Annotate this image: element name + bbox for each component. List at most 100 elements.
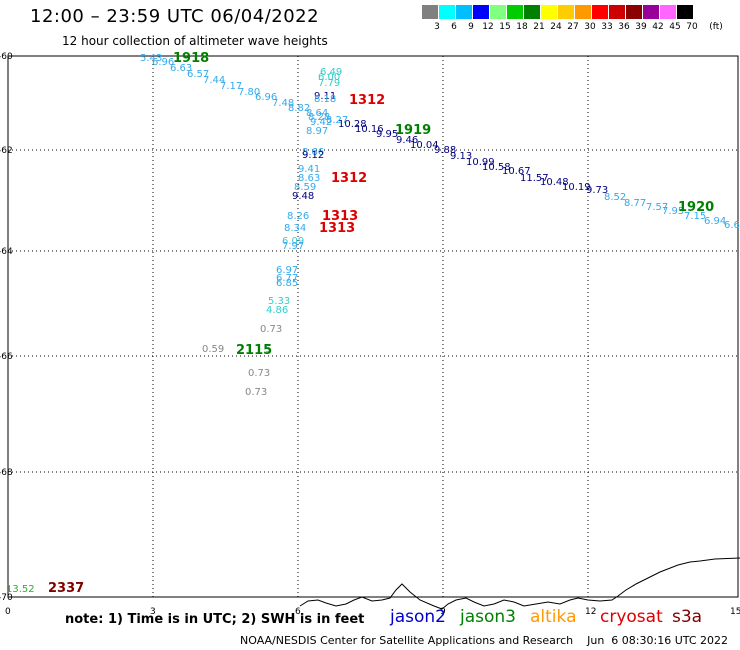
wave-height-reading: 8.64 — [306, 108, 328, 119]
observation-layer: 5.436.966.636.577.447.177.806.967.488.82… — [6, 53, 740, 595]
wave-height-reading: 11.57 — [520, 173, 549, 184]
wave-height-reading: 7.97 — [282, 241, 304, 252]
colorbar-label: 18 — [516, 22, 528, 32]
pass-label: 1312 — [349, 93, 385, 108]
wave-height-reading: 0.73 — [248, 368, 270, 379]
wave-height-reading: 10.58 — [482, 162, 511, 173]
colorbar-swatch — [439, 5, 456, 19]
wave-height-reading: 9.42 — [310, 117, 332, 128]
latitude-label: -62 — [0, 146, 13, 156]
pass-label: 1313 — [319, 221, 355, 236]
wave-height-reading: 0.59 — [202, 344, 224, 355]
latitude-label: -68 — [0, 468, 13, 478]
wave-height-reading: 10.28 — [338, 119, 367, 130]
colorbar-label: 27 — [567, 22, 579, 32]
wave-height-reading: 10.48 — [540, 177, 569, 188]
colorbar-swatch — [575, 5, 592, 19]
wave-height-reading: 4.86 — [266, 305, 288, 316]
wave-height-reading: 5 — [265, 344, 271, 355]
colorbar-label: 33 — [601, 22, 613, 32]
wave-height-reading: 6.57 — [187, 69, 209, 80]
wave-height-reading: 5.43 — [140, 53, 162, 64]
wave-height-reading: 6.94 — [704, 216, 726, 227]
colorbar-label: 9 — [468, 22, 474, 32]
wave-height-reading: 10.99 — [466, 157, 495, 168]
colorbar-unit: (ft) — [709, 22, 723, 32]
pass-label: 2337 — [48, 581, 84, 596]
x-tick-label: 6 — [295, 607, 301, 617]
wave-height-reading: 6.49 — [320, 67, 342, 78]
pass-label: 1918 — [173, 51, 209, 66]
colorbar-label: 15 — [499, 22, 511, 32]
wave-height-reading: 8.63 — [298, 173, 320, 184]
wave-height-reading: 8.26 — [287, 211, 309, 222]
wave-height-reading: 6.77 — [276, 273, 298, 284]
wave-height-reading: 8.82 — [288, 103, 310, 114]
wave-height-reading: 8.66 — [302, 147, 324, 158]
x-tick-label: 9 — [440, 607, 446, 617]
coastline — [299, 557, 740, 610]
satellite-legend-cryosat: cryosat — [600, 607, 663, 627]
colorbar-label: 3 — [434, 22, 440, 32]
wave-height-reading: 10.04 — [410, 140, 439, 151]
pass-label: 1919 — [395, 123, 431, 138]
wave-height-reading: 7.57 — [646, 202, 668, 213]
map-subtitle: 12 hour collection of altimeter wave hei… — [62, 34, 328, 48]
latitude-label: -60 — [0, 52, 13, 62]
wave-height-reading: 10.16 — [355, 124, 384, 135]
colorbar-swatch — [524, 5, 541, 19]
wave-height-reading: 8.77 — [624, 198, 646, 209]
wave-height-reading: 8.34 — [284, 223, 306, 234]
colorbar-label: 45 — [669, 22, 681, 32]
wave-height-reading: 8.52 — [604, 192, 626, 203]
x-tick-label: 12 — [585, 607, 596, 617]
wave-height-reading: 7.80 — [238, 87, 260, 98]
footer-credit: NOAA/NESDIS Center for Satellite Applica… — [240, 634, 728, 647]
colorbar-swatch — [626, 5, 643, 19]
wave-height-reading: 9.48 — [292, 191, 314, 202]
colorbar-label: 36 — [618, 22, 630, 32]
wave-height-reading: 6.97 — [276, 265, 298, 276]
map-ticks: 0 3 6 9 12 15 -60 -62 -64 -66 -68 -70 — [0, 52, 740, 617]
colorbar-swatch — [473, 5, 490, 19]
x-tick-label: 3 — [150, 607, 156, 617]
latitude-label: -66 — [0, 352, 13, 362]
x-tick-label: 0 — [5, 607, 11, 617]
wave-height-reading: 5.33 — [268, 296, 290, 307]
colorbar-label: 24 — [550, 22, 562, 32]
colorbar-swatch — [609, 5, 626, 19]
map-frame — [7, 55, 739, 598]
wave-height-reading: 13.52 — [6, 584, 35, 595]
wave-height-reading: 9.12 — [302, 150, 324, 161]
pass-label: 1313 — [322, 209, 358, 224]
map-title: 12:00 – 23:59 UTC 06/04/2022 — [30, 6, 320, 27]
colorbar-label: 39 — [635, 22, 647, 32]
colorbar-label: 42 — [652, 22, 664, 32]
wave-height-reading: 7.79 — [318, 78, 340, 89]
wave-height-reading: 9.13 — [450, 151, 472, 162]
wave-height-reading: 6.09 — [282, 236, 304, 247]
wave-height-reading: 9.73 — [586, 185, 608, 196]
colorbar-swatch — [558, 5, 575, 19]
wave-height-reading: 7.15 — [684, 211, 706, 222]
colorbar-swatch — [490, 5, 507, 19]
wave-height-reading: 9.41 — [298, 164, 320, 175]
wave-height-reading: 9.88 — [434, 145, 456, 156]
colorbar-label: 12 — [482, 22, 494, 32]
colorbar-swatch — [507, 5, 524, 19]
colorbar-swatch — [660, 5, 677, 19]
satellite-legend-s3a: s3a — [672, 607, 703, 627]
pass-label: 2115 — [236, 343, 272, 358]
colorbar-label: 30 — [584, 22, 596, 32]
wave-height-reading: 0.73 — [245, 387, 267, 398]
pass-label: 1312 — [331, 171, 367, 186]
wave-height-reading: 7.17 — [220, 81, 242, 92]
wave-height-reading: 6.00 — [318, 72, 340, 83]
colorbar-swatch — [422, 5, 439, 19]
wave-height-reading: 7.44 — [203, 75, 225, 86]
colorbar-label: 6 — [451, 22, 457, 32]
wave-height-reading: 9.46 — [396, 135, 418, 146]
wave-height-reading: 0.73 — [260, 324, 282, 335]
